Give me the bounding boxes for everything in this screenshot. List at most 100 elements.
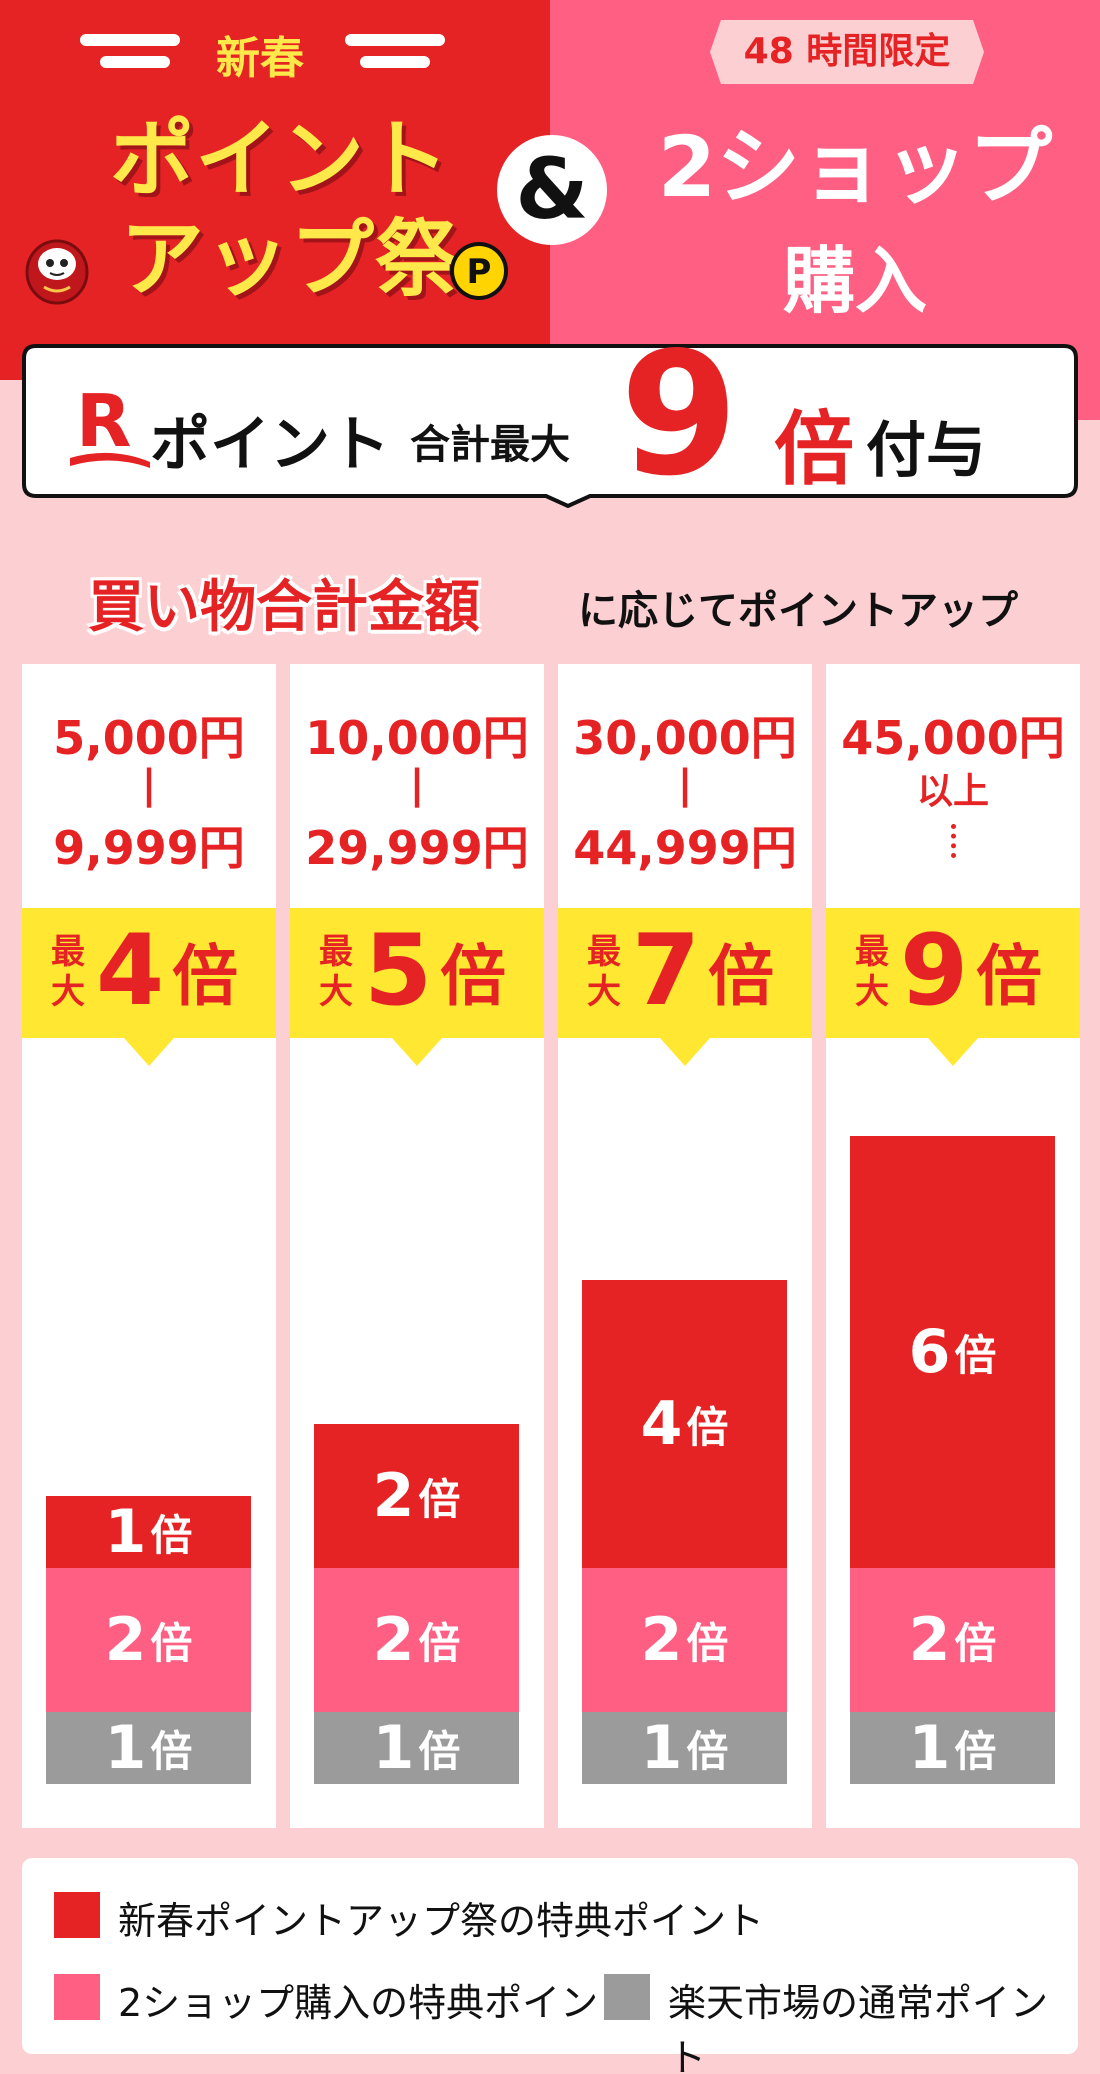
max-multiplier-unit: 倍 [774,403,854,496]
band-pointer [660,1038,710,1066]
total-max-label: 合計最大 [410,422,570,468]
max-multiplier-unit: 倍 [708,938,774,1015]
bar-unit: 倍 [954,1330,997,1380]
max-multiplier-value: 9 [900,914,969,1028]
tier-column: 30,000円 | 44,999円 最大 7 倍 1 倍 2 倍 4 倍 [558,664,812,1828]
tier-column: 45,000円 以上 最大 9 倍 1 倍 2 倍 6 倍 [826,664,1080,1828]
bar-value: 6 [908,1317,951,1387]
bar-value: 2 [908,1605,951,1675]
max-label: 最大 [855,932,889,1012]
max-multiplier-unit: 倍 [976,938,1042,1015]
bar-value: 1 [104,1713,147,1783]
subtitle-rest: に応じてポイントアップ [578,588,1018,634]
max-multiplier-unit: 倍 [172,938,238,1015]
cloud-decoration [80,34,180,46]
max-multiplier-value: 7 [632,914,701,1028]
limited-time-badge: 48 時間限定 [710,20,984,84]
bar-value: 1 [908,1713,951,1783]
legend-label-festival: 新春ポイントアップ祭の特典ポイント [118,1899,765,1943]
tier-range-to: 44,999円 [573,821,797,875]
rakuten-r-logo: R [70,379,150,468]
bar-unit: 倍 [686,1402,729,1452]
points-callout-box [22,344,1078,508]
bar-unit: 倍 [418,1474,461,1524]
bar-value: 2 [640,1605,683,1675]
bar-value: 2 [372,1605,415,1675]
bar-value: 1 [372,1713,415,1783]
max-multiplier-value: 5 [364,914,433,1028]
max-multiplier-value: 4 [96,914,165,1028]
two-shop-title: 2ショップ [657,118,1053,216]
band-pointer [392,1038,442,1066]
band-pointer [124,1038,174,1066]
cloud-decoration [360,56,430,68]
festival-banner [0,0,550,380]
tier-range-from: 5,000円 [53,711,245,765]
max-multiplier-band [558,908,812,1038]
max-multiplier-band [22,908,276,1038]
tier-range-from: 30,000円 [573,711,797,765]
bar-unit: 倍 [954,1726,997,1776]
tier-range-dots [951,824,956,858]
bar-unit: 倍 [686,1618,729,1668]
subtitle-emphasis: 買い物合計金額 [88,575,480,640]
cloud-decoration [100,56,170,68]
max-label: 最大 [319,932,353,1012]
bar-value: 1 [640,1713,683,1783]
max-multiplier-number: 9 [620,316,739,514]
tier-column: 5,000円 | 9,999円 最大 4 倍 1 倍 2 倍 1 倍 [22,664,276,1828]
tier-range-dash: | [141,762,157,808]
bar-value: 1 [104,1497,147,1567]
grant-label: 付与 [866,416,986,486]
max-multiplier-band [826,908,1080,1038]
tier-range-to: 29,999円 [305,821,529,875]
bar-value: 4 [640,1389,683,1459]
tier-range-from: 10,000円 [305,711,529,765]
tier-range-dash: | [409,762,425,808]
bar-unit: 倍 [150,1510,193,1560]
max-label: 最大 [587,932,621,1012]
bar-unit: 倍 [686,1726,729,1776]
festival-title-line2: アップ祭 [119,210,460,308]
cloud-decoration [345,34,445,46]
legend-swatch-shop [54,1974,100,2020]
bar-value: 2 [104,1605,147,1675]
svg-text:R: R [76,379,131,463]
festival-title-small: 新春 [216,33,304,84]
legend-label-shop: 2ショップ購入の特典ポイント [118,1981,637,2025]
max-multiplier-band [290,908,544,1038]
bar-unit: 倍 [954,1618,997,1668]
two-shop-subtitle: 購入 [782,239,927,323]
point-coin-icon: P [450,242,508,300]
points-label: ポイント [150,410,390,480]
ampersand-badge: & [497,135,607,245]
daruma-icon [25,239,89,305]
bar-unit: 倍 [150,1726,193,1776]
max-multiplier-unit: 倍 [440,938,506,1015]
tier-range-from: 45,000円 [841,711,1065,765]
legend-label-normal: 楽天市場の通常ポイント [668,1981,1049,2074]
legend-swatch-festival [54,1892,100,1938]
tier-range-to: 9,999円 [53,821,245,875]
legend-swatch-normal [604,1974,650,2020]
bar-unit: 倍 [418,1618,461,1668]
tier-range-dash: | [677,762,693,808]
svg-text:P: P [467,252,492,292]
chart-legend: 新春ポイントアップ祭の特典ポイント 2ショップ購入の特典ポイント 楽天市場の通常… [22,1858,1078,2074]
bar-unit: 倍 [418,1726,461,1776]
max-label: 最大 [51,932,85,1012]
bar-value: 2 [372,1461,415,1531]
tier-column: 10,000円 | 29,999円 最大 5 倍 1 倍 2 倍 2 倍 [290,664,544,1828]
